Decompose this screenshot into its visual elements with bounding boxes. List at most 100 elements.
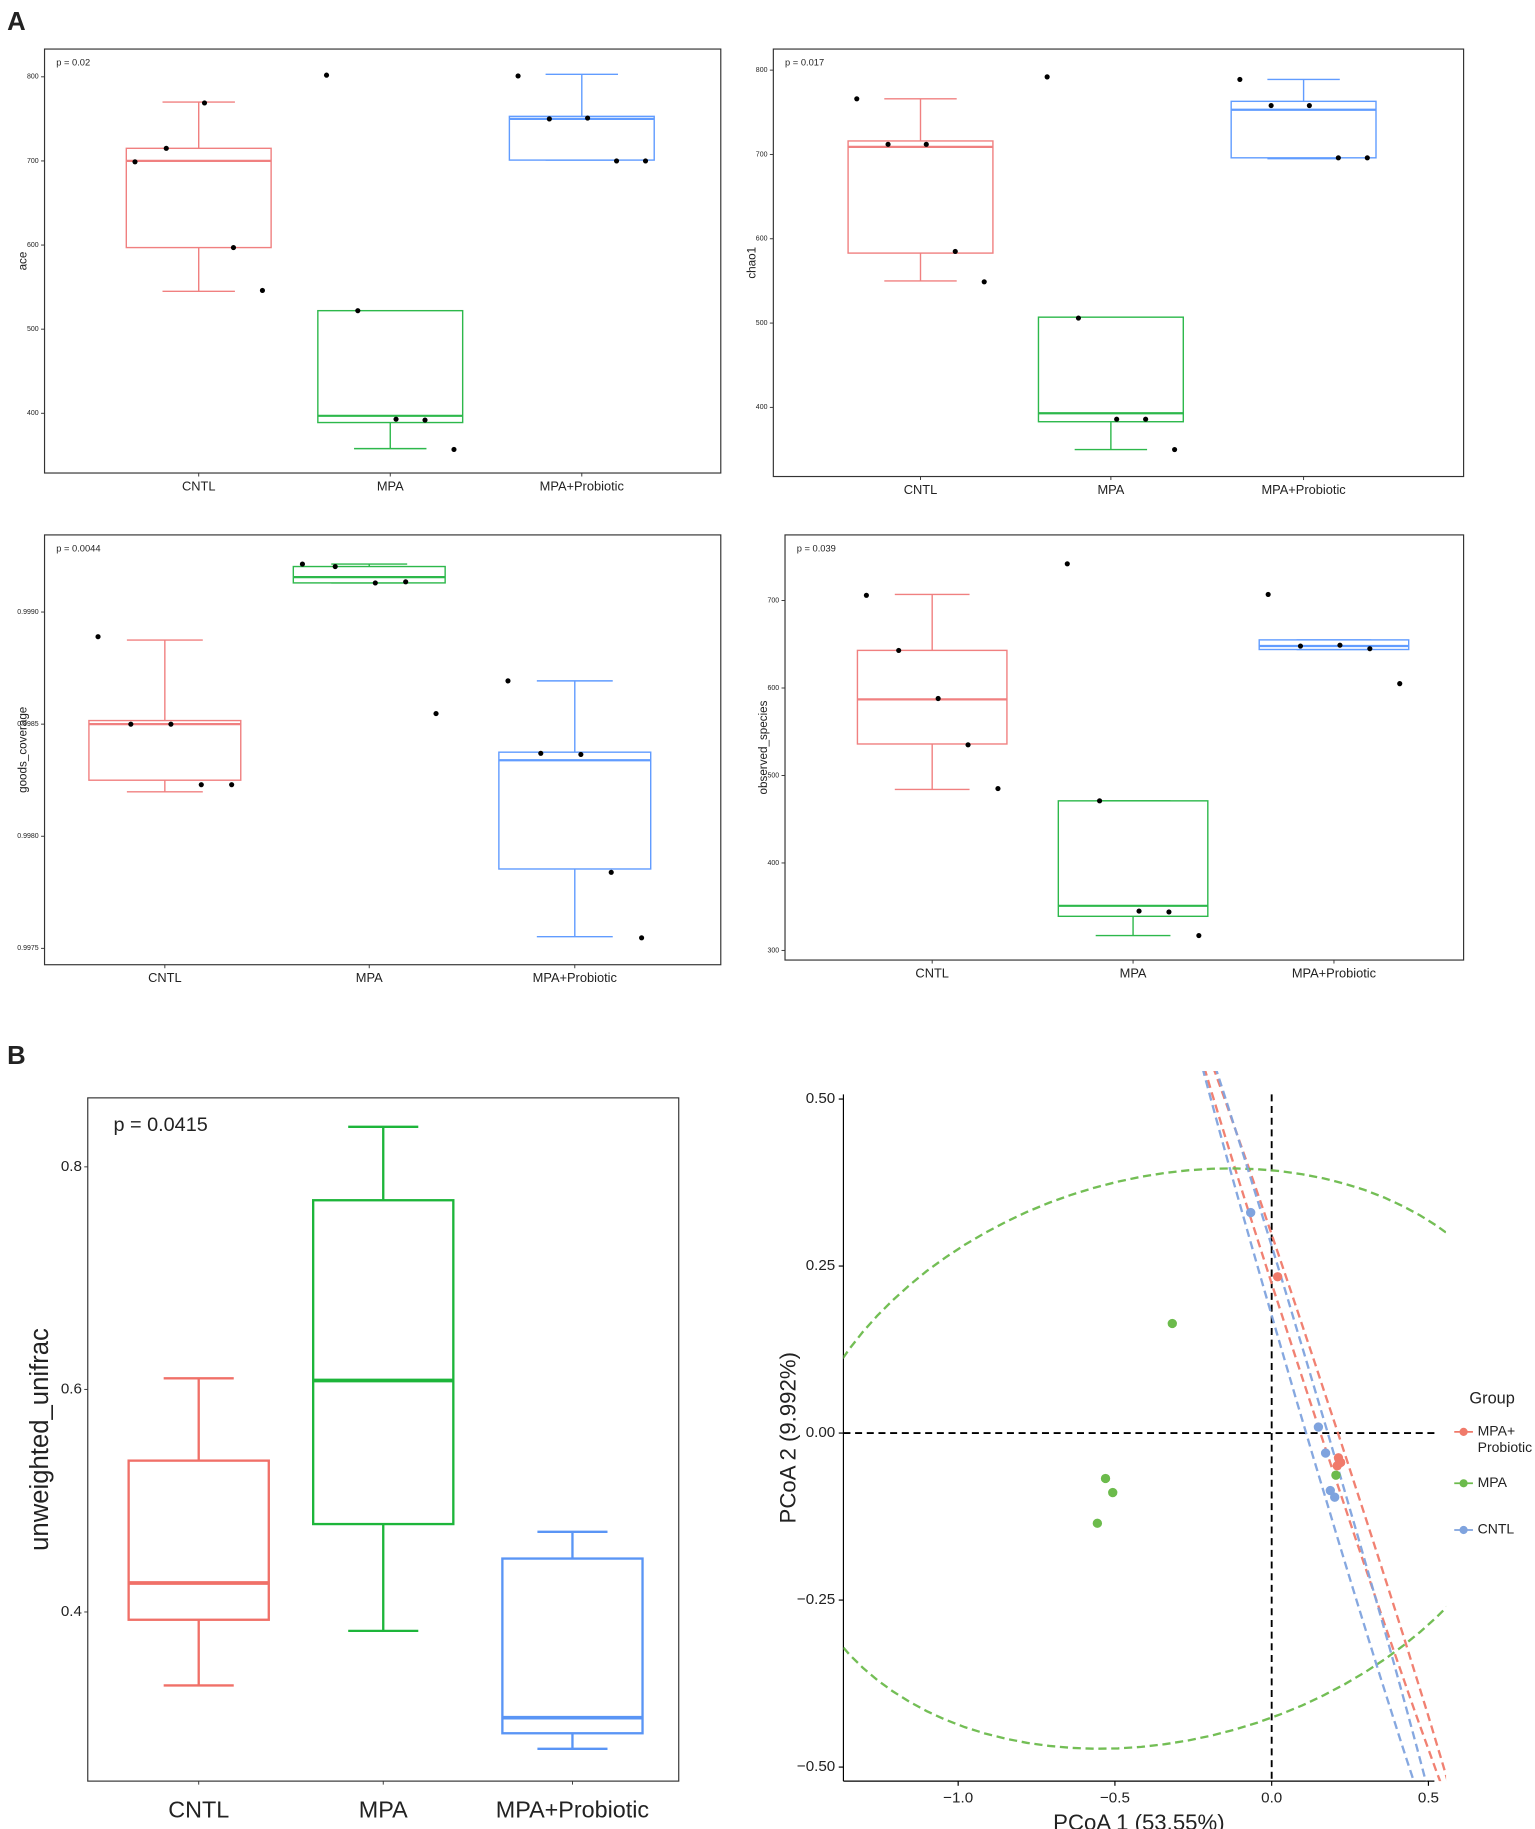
data-point — [1064, 561, 1070, 567]
y-tick-label: 700 — [756, 151, 768, 158]
y-tick-label: 600 — [756, 236, 768, 243]
y-tick-label: 300 — [767, 947, 779, 954]
data-point — [1167, 1318, 1177, 1329]
y-tick-label: 600 — [27, 242, 39, 249]
y-tick-label: 0.6 — [61, 1380, 82, 1397]
data-point — [981, 279, 987, 285]
y-tick-label: 400 — [756, 404, 768, 411]
data-point — [1097, 798, 1103, 804]
y-tick-label: 0.4 — [61, 1603, 82, 1620]
data-point — [935, 695, 941, 702]
data-point — [372, 580, 378, 586]
y-tick-label: −0.25 — [797, 1591, 835, 1608]
data-point — [1196, 932, 1202, 939]
y-tick-label: −0.50 — [797, 1758, 835, 1775]
data-point — [1100, 1473, 1111, 1484]
y-axis-title: goods_coverage — [17, 707, 30, 793]
y-tick-label: 800 — [27, 74, 39, 81]
data-point — [393, 416, 399, 422]
data-point — [854, 96, 860, 102]
data-point — [128, 721, 134, 727]
data-point — [230, 245, 237, 251]
y-tick-label: 0.25 — [806, 1257, 836, 1274]
x-tick-label: CNTL — [148, 970, 182, 985]
legend-label: MPA+ Probiotic — [1477, 1422, 1533, 1456]
x-tick-label: −1.0 — [943, 1790, 973, 1807]
data-point — [1075, 315, 1082, 321]
box — [856, 649, 1008, 745]
plot-frame — [43, 48, 722, 474]
x-tick-label: CNTL — [915, 965, 948, 980]
y-tick-label: 0.00 — [806, 1424, 836, 1441]
confidence-ellipse — [1202, 1071, 1427, 1782]
annotation: p = 0.0044 — [56, 543, 100, 553]
data-point — [995, 786, 1001, 792]
box — [125, 147, 272, 249]
x-tick-label: MPA+Probiotic — [1292, 965, 1377, 980]
box — [1057, 800, 1209, 918]
data-point — [1367, 646, 1373, 652]
data-point — [1136, 908, 1142, 914]
x-tick-label: −0.5 — [1100, 1790, 1130, 1807]
data-point — [95, 634, 101, 640]
data-point — [1335, 155, 1341, 161]
x-tick-label: MPA — [1120, 965, 1147, 980]
plot-frame — [784, 534, 1465, 961]
data-point — [433, 711, 439, 717]
data-point — [896, 647, 902, 653]
data-point — [299, 561, 305, 567]
data-point — [1313, 1422, 1324, 1432]
box — [1258, 639, 1410, 651]
x-tick-label: MPA+Probiotic — [1261, 482, 1346, 497]
data-point — [332, 563, 338, 570]
confidence-ellipse — [1204, 1071, 1447, 1782]
y-tick-label: 0.9990 — [17, 609, 39, 616]
data-point — [403, 579, 409, 585]
y-tick-label: 600 — [767, 685, 779, 692]
x-tick-label: 0.0 — [1261, 1790, 1282, 1807]
y-tick-label: 500 — [756, 320, 768, 327]
box — [292, 565, 446, 584]
data-point — [1237, 76, 1243, 82]
y-tick-label: 400 — [27, 410, 39, 417]
legend-title: Group — [1469, 1390, 1514, 1408]
data-point — [198, 782, 204, 788]
x-tick-label: MPA+Probiotic — [540, 478, 625, 493]
data-point — [538, 750, 544, 756]
y-tick-label: 0.9980 — [17, 833, 39, 840]
data-point — [1337, 642, 1343, 648]
data-point — [1320, 1448, 1331, 1458]
x-tick-label: MPA — [356, 970, 383, 985]
panel-label: B — [7, 1042, 26, 1070]
data-point — [1325, 1485, 1335, 1496]
y-tick-label: 500 — [767, 772, 779, 779]
data-point — [1364, 155, 1370, 161]
panel-label: A — [7, 8, 26, 36]
x-tick-label: CNTL — [168, 1797, 229, 1823]
data-point — [355, 308, 361, 314]
data-point — [613, 158, 620, 164]
box — [508, 115, 655, 161]
data-point — [201, 100, 208, 106]
x-axis-title: PCoA 1 (53.55%) — [1053, 1810, 1224, 1829]
data-point — [451, 446, 457, 453]
annotation: p = 0.017 — [785, 58, 824, 68]
data-point — [885, 141, 891, 147]
y-tick-label: 0.9975 — [17, 945, 39, 952]
y-tick-label: 700 — [27, 158, 39, 165]
data-point — [259, 287, 266, 294]
data-point — [1246, 1207, 1256, 1218]
x-tick-label: MPA+Probiotic — [533, 970, 618, 985]
data-point — [642, 158, 649, 164]
data-point — [163, 145, 169, 151]
data-point — [1331, 1470, 1341, 1480]
legend-swatch — [1459, 1427, 1468, 1436]
data-point — [1044, 74, 1050, 80]
annotation: p = 0.02 — [56, 58, 90, 68]
y-tick-label: 0.50 — [806, 1090, 836, 1107]
y-tick-label: 700 — [767, 597, 779, 604]
legend-label: CNTL — [1477, 1520, 1515, 1538]
data-point — [1108, 1487, 1118, 1498]
box — [501, 1557, 644, 1735]
